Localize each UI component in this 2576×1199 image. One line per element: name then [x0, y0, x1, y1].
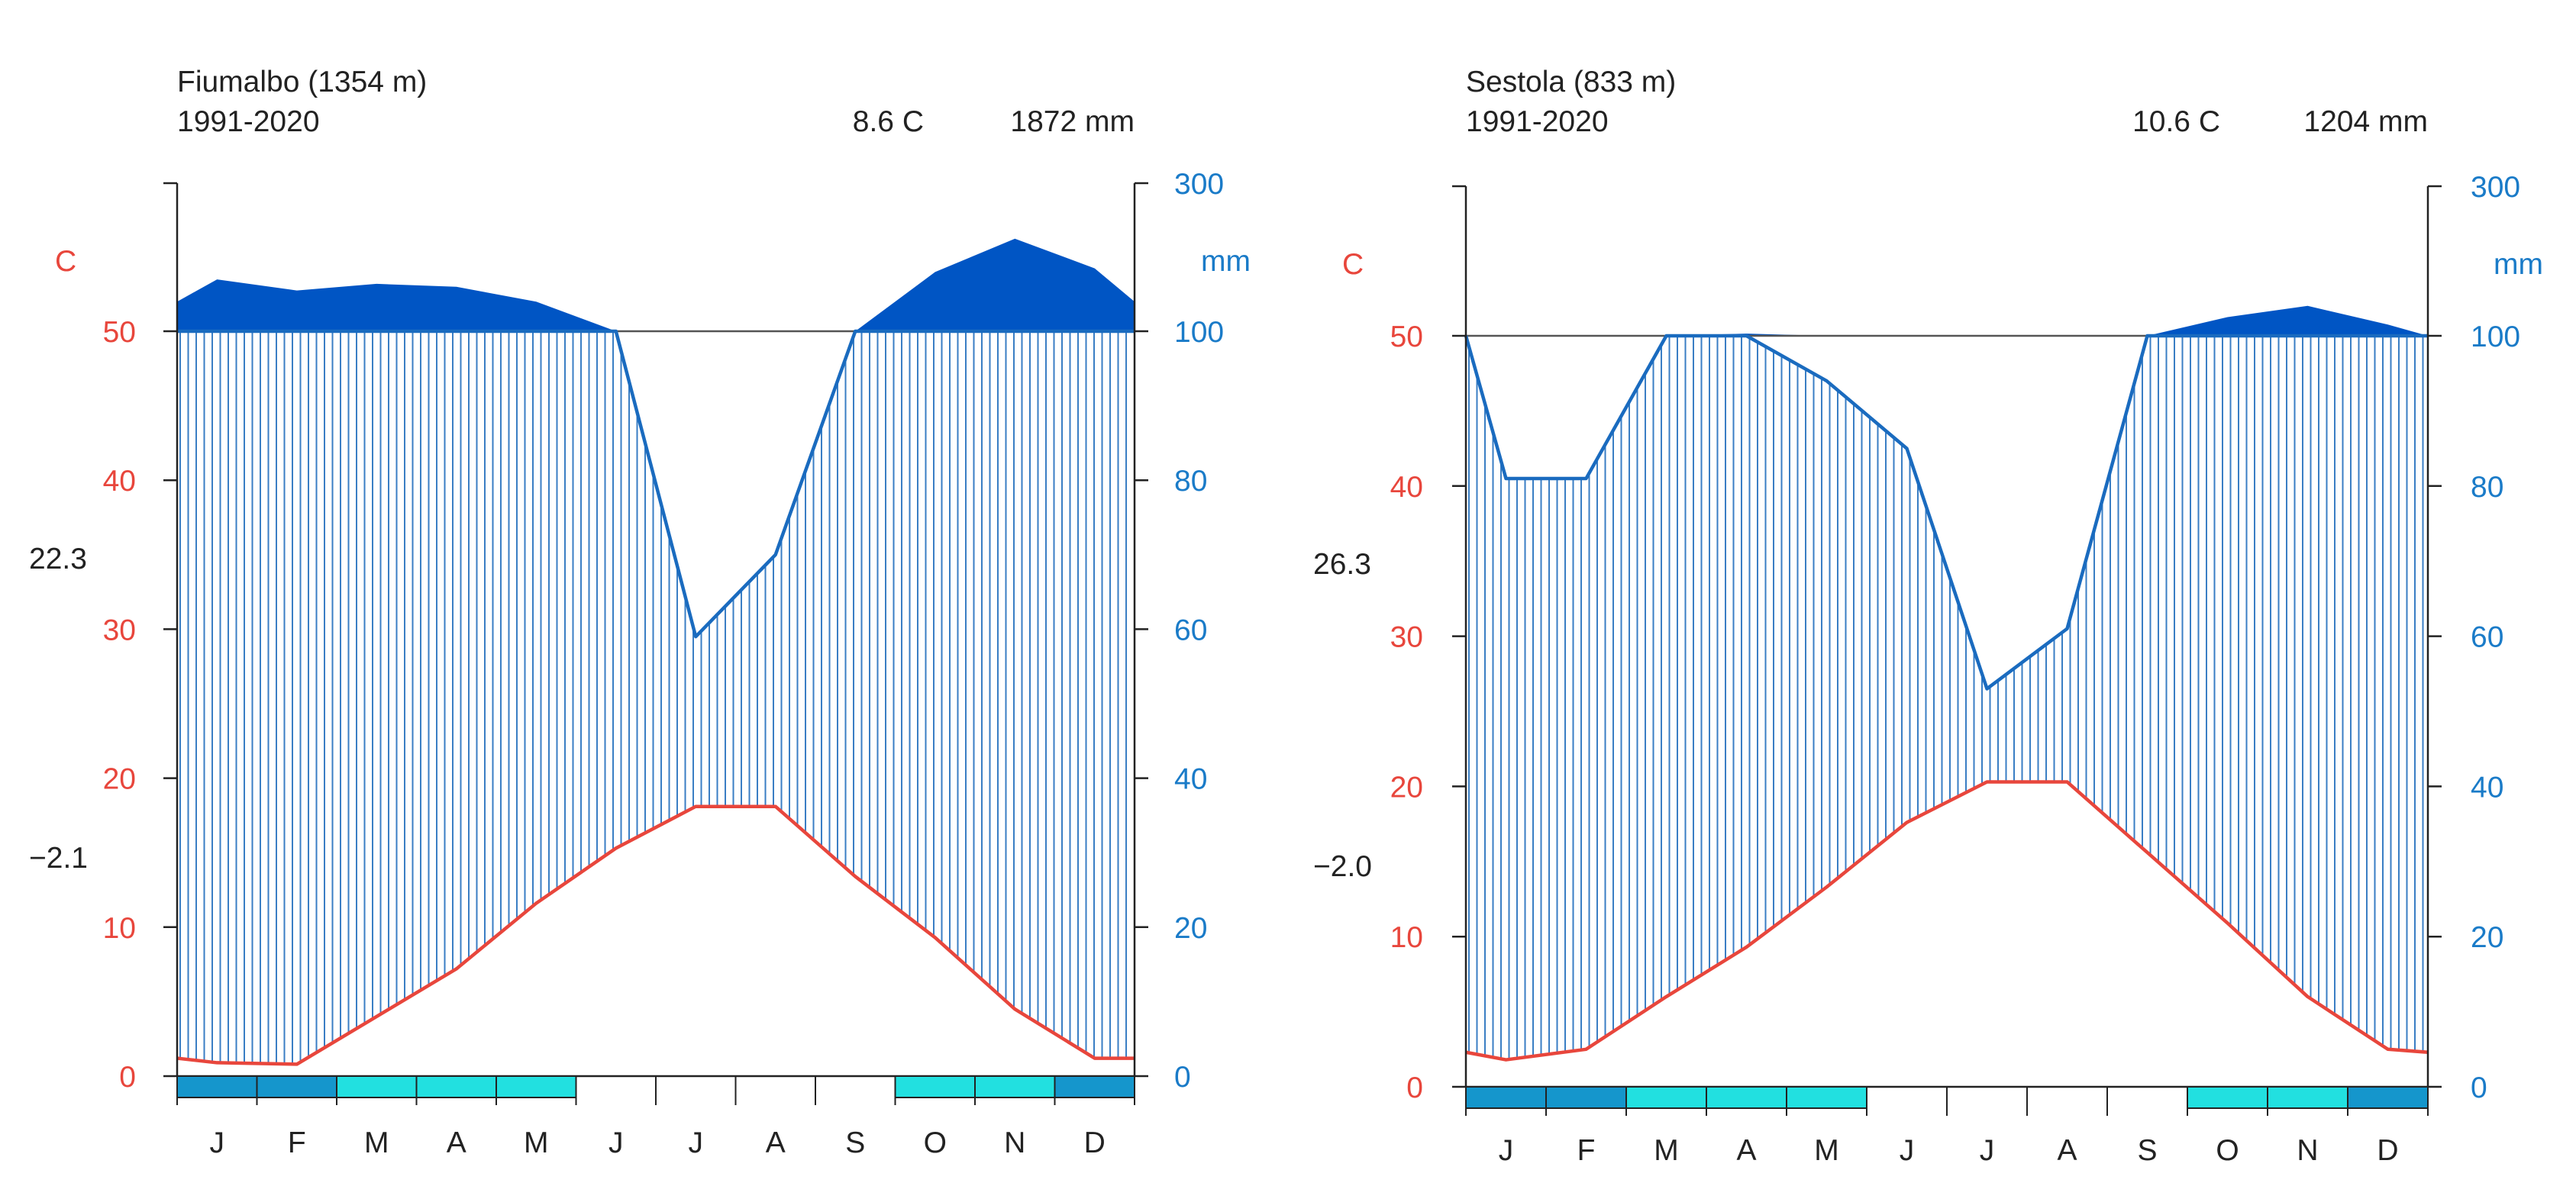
min-cold-month-label: −2.0	[1313, 850, 1372, 883]
month-label: J	[1980, 1134, 1995, 1167]
left-tick-label: 20	[103, 763, 136, 796]
frost-month-bar	[894, 1075, 976, 1098]
frost-month-bar	[1706, 1086, 1787, 1109]
diagram-fiumalbo: Fiumalbo (1354 m) 1991-2020 8.6 C 1872 m…	[29, 66, 1251, 1159]
month-label: O	[924, 1126, 947, 1159]
right-tick-label: 100	[2471, 321, 2520, 353]
month-label: M	[524, 1126, 549, 1159]
left-tick-label: 50	[1390, 321, 1423, 353]
frost-month-bar	[256, 1075, 337, 1098]
month-label: M	[1654, 1134, 1679, 1167]
diagram-sestola: Sestola (833 m) 1991-2020 10.6 C 1204 mm…	[1313, 66, 2543, 1167]
max-warm-month-label: 22.3	[29, 543, 87, 575]
frost-month-bar	[2187, 1086, 2268, 1109]
month-label: J	[1900, 1134, 1915, 1167]
station-title: Sestola (833 m)	[1466, 66, 1676, 98]
month-label: A	[766, 1126, 786, 1159]
frost-month-bar	[1465, 1086, 1547, 1109]
right-tick-label: 0	[2471, 1072, 2487, 1104]
left-tick-label: 0	[1406, 1072, 1423, 1104]
period-label: 1991-2020	[177, 105, 320, 138]
right-tick-label: 100	[1174, 316, 1224, 349]
precipitation-line	[177, 329, 1135, 639]
month-label: J	[689, 1126, 704, 1159]
month-label: N	[2297, 1134, 2318, 1167]
month-label: F	[1577, 1134, 1596, 1167]
frost-month-bar	[1545, 1086, 1627, 1109]
left-tick-label: 40	[103, 465, 136, 498]
month-label: J	[1499, 1134, 1514, 1167]
station-title: Fiumalbo (1354 m)	[177, 66, 427, 98]
left-tick-label: 40	[1390, 471, 1423, 504]
frost-month-bar	[415, 1075, 497, 1098]
left-tick-label: 30	[103, 614, 136, 646]
month-label: J	[608, 1126, 624, 1159]
mean-temperature-label: 8.6 C	[853, 105, 924, 138]
month-label: M	[364, 1126, 389, 1159]
right-tick-label: 300	[1174, 168, 1224, 201]
frost-month-bar	[176, 1075, 258, 1098]
humid-hatching	[1468, 336, 2424, 1060]
left-tick-label: 50	[103, 316, 136, 349]
right-tick-label: 300	[2471, 171, 2520, 204]
frost-month-bar	[496, 1075, 577, 1098]
month-label: D	[1084, 1126, 1106, 1159]
humid-season-area	[1466, 305, 2428, 336]
frost-month-bar	[1054, 1075, 1135, 1098]
month-label: A	[1736, 1134, 1756, 1167]
plot-area-fiumalbo: 0 10 20 30 40 50 0 20 40 60 80 100 300 J F M A M J J A S O N D	[103, 168, 1224, 1159]
right-tick-label: 80	[1174, 465, 1207, 498]
frost-month-bar	[2267, 1086, 2348, 1109]
right-tick-label: 20	[2471, 921, 2503, 954]
month-label: M	[1814, 1134, 1839, 1167]
temperature-line	[176, 804, 1135, 1066]
temperature-line	[1465, 780, 2429, 1062]
annual-precipitation-label: 1204 mm	[2303, 105, 2428, 138]
frost-month-bar	[974, 1075, 1056, 1098]
month-label: A	[447, 1126, 466, 1159]
month-label: D	[2377, 1134, 2398, 1167]
frost-month-bar	[336, 1075, 418, 1098]
temperature-unit-label: C	[55, 245, 76, 278]
month-label: J	[210, 1126, 225, 1159]
left-tick-label: 10	[1390, 921, 1423, 954]
frost-month-bar	[1786, 1086, 1867, 1109]
left-tick-label: 10	[103, 912, 136, 945]
right-tick-label: 80	[2471, 471, 2503, 504]
right-tick-label: 0	[1174, 1061, 1191, 1094]
month-label: O	[2216, 1134, 2239, 1167]
humid-season-area	[177, 238, 1135, 331]
right-tick-label: 40	[1174, 763, 1207, 796]
precipitation-unit-label: mm	[1201, 245, 1251, 278]
max-warm-month-label: 26.3	[1313, 548, 1371, 581]
precipitation-unit-label: mm	[2494, 248, 2543, 281]
right-tick-label: 40	[2471, 771, 2503, 804]
month-label: S	[2137, 1134, 2157, 1167]
period-label: 1991-2020	[1466, 105, 1609, 138]
right-tick-label: 60	[1174, 614, 1207, 646]
month-label: A	[2057, 1134, 2077, 1167]
frost-month-bar	[1625, 1086, 1707, 1109]
left-tick-label: 20	[1390, 771, 1423, 804]
annual-precipitation-label: 1872 mm	[1010, 105, 1135, 138]
temperature-unit-label: C	[1342, 248, 1364, 281]
humid-hatching	[179, 331, 1127, 1065]
plot-area-sestola: 0 10 20 30 40 50 0 20 40 60 80 100 300 J F M A M J J A S O N D	[1390, 171, 2520, 1167]
min-cold-month-label: −2.1	[29, 842, 88, 875]
month-label: F	[288, 1126, 306, 1159]
month-label: N	[1004, 1126, 1025, 1159]
left-tick-label: 30	[1390, 621, 1423, 654]
month-label: S	[845, 1126, 865, 1159]
precipitation-line	[1464, 334, 2428, 691]
right-tick-label: 20	[1174, 912, 1207, 945]
frost-month-bar	[2347, 1086, 2429, 1109]
mean-temperature-label: 10.6 C	[2132, 105, 2220, 138]
left-tick-label: 0	[119, 1061, 136, 1094]
right-tick-label: 60	[2471, 621, 2503, 654]
